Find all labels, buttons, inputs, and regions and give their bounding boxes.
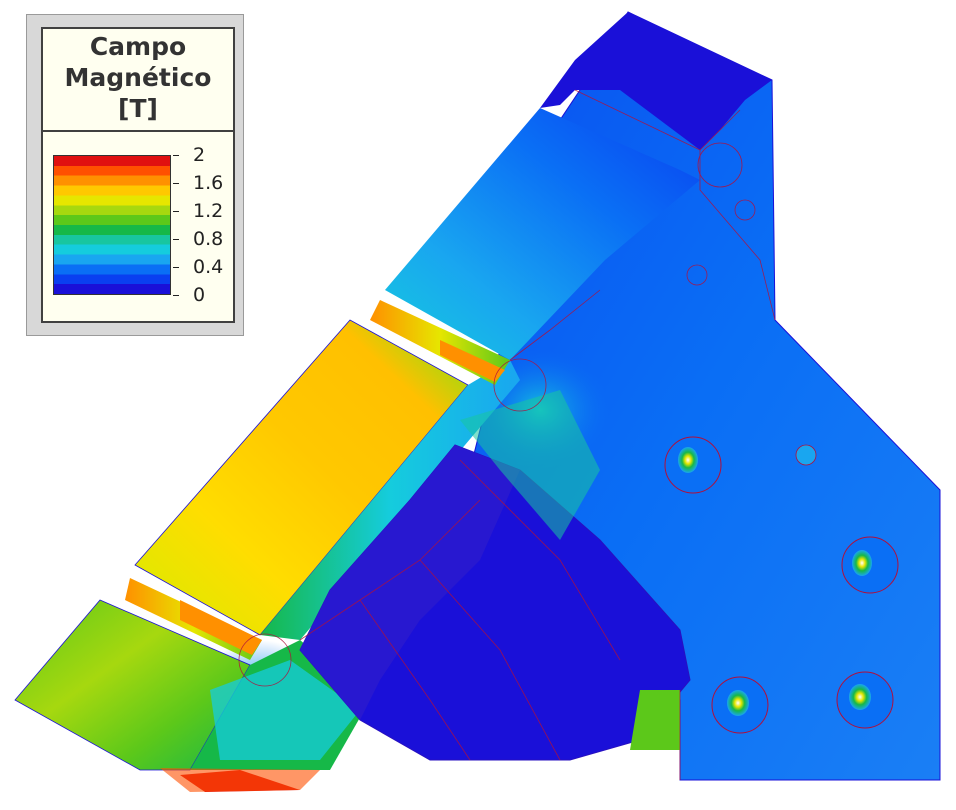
mesh-outlines (238, 89, 776, 780)
legend-tick-label: 1.2 (193, 200, 224, 222)
legend-separator (43, 130, 233, 132)
legend-box: Campo Magnético [T] 2 1.6 1.2 0.8 0.4 0 (41, 27, 235, 323)
legend-tick-mark (173, 267, 179, 268)
coil-block-face (300, 445, 520, 720)
lower-pole-cyan-region (210, 660, 360, 760)
legend-tick-mark (173, 295, 179, 296)
legend-colorbar (53, 155, 171, 295)
legend-panel: Campo Magnético [T] 2 1.6 1.2 0.8 0.4 0 (26, 14, 244, 336)
bolt (727, 690, 749, 716)
legend-tick-label: 2 (193, 144, 206, 166)
legend-tick-label: 0.4 (193, 256, 224, 278)
yoke-cyan-region (460, 390, 600, 540)
bolt (852, 550, 872, 576)
legend-tick-label: 1.6 (193, 172, 224, 194)
upper-pole-piece (385, 108, 700, 360)
core-side-face (260, 360, 520, 640)
legend-tick-mark (173, 211, 179, 212)
lower-pole-hotspot-edge (160, 768, 320, 792)
legend-tick-mark (173, 239, 179, 240)
legend-tick-label: 0 (193, 284, 206, 306)
bolt-group (664, 436, 899, 734)
bolt (678, 447, 698, 473)
upper-slot-hotspot (440, 340, 505, 382)
legend-tick-mark (173, 183, 179, 184)
lower-slot-hotspot (180, 600, 262, 655)
legend-title: Campo Magnético [T] (43, 31, 233, 124)
legend-title-line-2: Magnético (64, 63, 212, 92)
bolt (849, 684, 871, 710)
rear-yoke-top-face (540, 12, 772, 150)
legend-tick-label: 0.8 (193, 228, 224, 250)
legend-title-line-3: [T] (118, 94, 158, 123)
legend-title-line-1: Campo (89, 32, 187, 61)
bolt-hole-small (795, 444, 817, 466)
legend-tick-mark (173, 155, 179, 156)
yoke-green-region (630, 690, 680, 750)
